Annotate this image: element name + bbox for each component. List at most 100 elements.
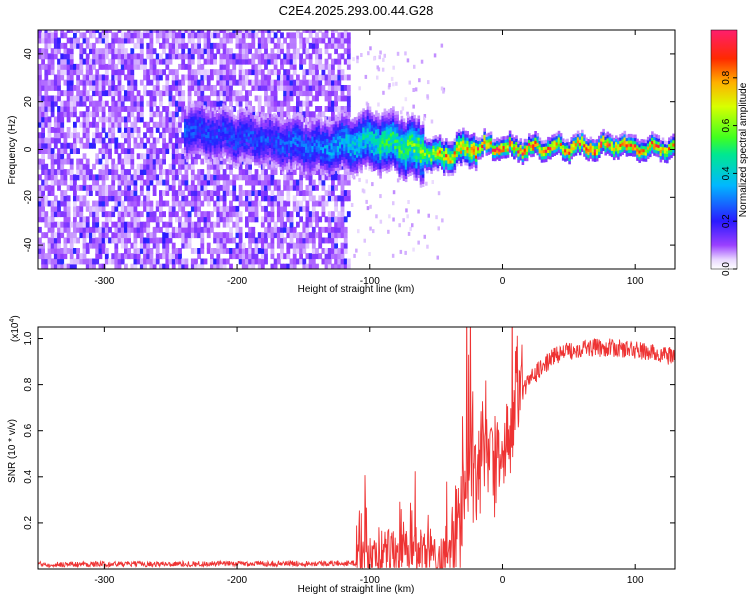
- spectrogram-cell: [343, 144, 346, 148]
- spectrogram-cell: [198, 129, 202, 133]
- spectrogram-cell: [280, 63, 284, 70]
- spectrogram-cell: [130, 205, 135, 212]
- spectrogram-cell: [188, 115, 191, 120]
- spectrogram-cell: [60, 116, 65, 123]
- spectrogram-cell: [82, 248, 87, 254]
- spectrogram-cell: [235, 248, 240, 254]
- spectrogram-cell: [114, 90, 119, 97]
- spectrogram-cell: [143, 69, 147, 76]
- spectrogram-cell: [130, 63, 135, 70]
- spectrogram-cell: [292, 124, 295, 128]
- spectrogram-cell: [210, 179, 214, 186]
- spectrogram-cell: [360, 135, 363, 140]
- spectrogram-cell: [368, 128, 372, 132]
- spectrogram-cell: [266, 139, 270, 143]
- spectrogram-cell: [324, 116, 327, 121]
- spectrogram-cell: [237, 119, 240, 124]
- spectrogram-cell: [66, 53, 71, 60]
- spectrogram-cell: [241, 30, 246, 33]
- spectrogram-cell: [218, 125, 221, 129]
- spectrogram-cell: [101, 148, 106, 154]
- spectrogram-cell: [181, 58, 186, 65]
- spectrogram-cell: [257, 111, 262, 118]
- spectrogram-cell: [127, 142, 131, 149]
- spectrogram-cell: [331, 242, 335, 249]
- spectrogram-cell: [218, 128, 221, 132]
- spectrogram-cell: [392, 201, 395, 206]
- spectrogram-cell: [360, 138, 363, 143]
- spectrogram-cell: [254, 115, 257, 119]
- spectrogram-cell: [197, 195, 201, 202]
- spectrogram-cell: [373, 117, 376, 122]
- spectrogram-cell: [299, 253, 303, 260]
- spectrogram-cell: [210, 174, 214, 181]
- spectrogram-cell: [330, 170, 334, 175]
- spectrogram-cell: [50, 226, 55, 233]
- spectrogram-cell: [197, 184, 201, 191]
- spectrogram-cell: [257, 190, 262, 196]
- spectrogram-cell: [127, 95, 131, 102]
- spectrogram-cell: [237, 128, 240, 133]
- spectrogram-cell: [232, 190, 237, 196]
- spectrogram-cell: [370, 137, 374, 141]
- spectrogram-cell: [327, 237, 332, 244]
- spectrogram-cell: [187, 242, 192, 249]
- spectrogram-cell: [111, 79, 116, 86]
- spectrogram-cell: [340, 258, 345, 265]
- spectrogram-cell: [302, 140, 306, 144]
- spectrogram-cell: [92, 32, 96, 39]
- spectrogram-cell: [104, 232, 109, 239]
- spectrogram-cell: [187, 184, 192, 191]
- spectrogram-cell: [190, 174, 195, 181]
- spectrogram-cell: [165, 58, 170, 65]
- spectrogram-cell: [324, 129, 327, 133]
- spectrogram-cell: [251, 118, 255, 122]
- spectrogram-cell: [136, 30, 141, 33]
- spectrogram-cell: [101, 79, 106, 86]
- spectrogram-cell: [201, 120, 204, 125]
- spectrogram-cell: [260, 221, 265, 228]
- spectrogram-cell: [340, 163, 345, 170]
- spectrogram-cell: [368, 109, 372, 114]
- spectrogram-cell: [63, 263, 68, 269]
- spectrogram-cell: [73, 232, 77, 239]
- spectrogram-cell: [331, 111, 335, 118]
- spectrogram-cell: [200, 32, 205, 39]
- spectrogram-cell: [305, 226, 310, 233]
- spectrogram-cell: [324, 154, 327, 158]
- spectrogram-cell: [114, 169, 119, 175]
- spectrogram-cell: [38, 111, 42, 118]
- spectrogram-cell: [73, 221, 77, 228]
- spectrogram-cell: [133, 127, 138, 133]
- spectrogram-cell: [343, 258, 348, 265]
- spectrogram-cell: [309, 153, 312, 157]
- spectrogram-cell: [136, 132, 141, 139]
- spectrogram-cell: [241, 258, 246, 265]
- spectrogram-cell: [311, 95, 316, 102]
- spectrogram-cell: [327, 226, 332, 233]
- spectrogram-cell: [273, 138, 276, 142]
- spectrogram-cell: [362, 108, 365, 112]
- spectrogram-cell: [89, 174, 93, 181]
- spectrogram-cell: [101, 232, 106, 239]
- spectrogram-cell: [152, 232, 157, 239]
- spectrogram-cell: [133, 106, 138, 112]
- spectrogram-cell: [379, 168, 382, 173]
- spectrogram-cell: [305, 136, 308, 141]
- spectrogram-cell: [305, 205, 310, 212]
- spectrogram-cell: [330, 158, 334, 162]
- spectrogram-cell: [235, 205, 240, 212]
- spectrogram-cell: [207, 109, 210, 114]
- spectrogram-cell: [288, 115, 291, 119]
- spectrogram-cell: [298, 144, 302, 148]
- spectrogram-cell: [213, 58, 217, 65]
- spectrogram-cell: [241, 145, 244, 150]
- spectrogram-cell: [271, 123, 274, 128]
- spectrogram-cell: [340, 216, 345, 223]
- spectrogram-cell: [436, 255, 439, 260]
- spectrogram-cell: [168, 100, 173, 107]
- spectrogram-cell: [264, 162, 268, 167]
- spectrogram-cell: [277, 141, 280, 146]
- spectrogram-cell: [251, 205, 256, 212]
- spectrogram-cell: [120, 142, 125, 149]
